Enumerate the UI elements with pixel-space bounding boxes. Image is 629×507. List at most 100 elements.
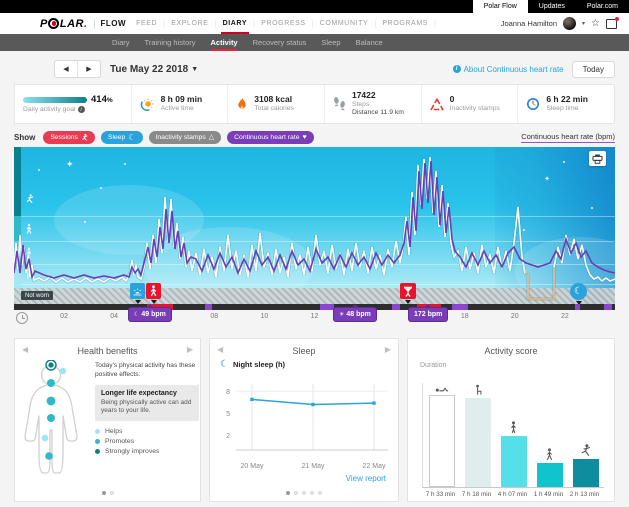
- favorite-star-icon[interactable]: ☆: [591, 17, 600, 29]
- page-dot[interactable]: [318, 491, 322, 495]
- page-dot[interactable]: [302, 491, 306, 495]
- hr-segment: [392, 304, 400, 310]
- activity-score-chart[interactable]: [422, 383, 604, 488]
- score-bar-walking[interactable]: [533, 448, 566, 487]
- page-dot[interactable]: [101, 491, 106, 495]
- tab-polar-flow[interactable]: Polar Flow: [472, 0, 528, 13]
- svg-text:8: 8: [226, 389, 230, 396]
- heart-icon: ♥: [302, 133, 307, 141]
- sun-activity-icon: [140, 98, 154, 111]
- subnav-activity[interactable]: Activity: [210, 34, 238, 51]
- flame-icon: [238, 97, 247, 109]
- tab-polar-com[interactable]: Polar.com: [586, 3, 618, 10]
- svg-text:20 May: 20 May: [241, 463, 264, 470]
- view-report-link[interactable]: View report: [345, 474, 386, 483]
- score-bar-label: 2 h 13 min: [569, 491, 600, 498]
- page-dot[interactable]: [294, 491, 298, 495]
- hr-segment: [205, 304, 212, 310]
- score-bar-running[interactable]: [569, 444, 602, 487]
- divider: |: [374, 19, 377, 28]
- nav-item-programs[interactable]: PROGRAMS: [382, 20, 429, 27]
- divider: [93, 18, 95, 29]
- activity-score-card: Activity score Duration 7 h 33 min 7 h 18…: [407, 338, 615, 502]
- gym-session-badge[interactable]: [400, 283, 416, 299]
- notification-icon[interactable]: [606, 16, 619, 29]
- page-dot[interactable]: [310, 491, 314, 495]
- subnav-balance[interactable]: Balance: [355, 38, 383, 47]
- walking-icon: [546, 448, 553, 461]
- card-next-icon[interactable]: ▶: [384, 345, 391, 354]
- logo-o-icon: [48, 18, 60, 29]
- nav-item-community[interactable]: COMMUNITY: [319, 20, 369, 27]
- svg-text:2: 2: [226, 433, 230, 440]
- standing-icon: [511, 421, 516, 434]
- filter-pill-sessions[interactable]: Sessions: [43, 130, 95, 144]
- score-bar-lying[interactable]: [425, 383, 458, 487]
- sleep-chart[interactable]: 8 5 2 20 May 21 May 22 May: [212, 370, 398, 487]
- logo-text: LAR: [59, 17, 84, 30]
- chevron-down-icon[interactable]: ▼: [191, 65, 199, 73]
- sleep-start-badge[interactable]: ☾: [570, 283, 587, 300]
- prev-day-button[interactable]: ◀: [55, 61, 78, 77]
- date-navigator: ◀ ▶: [54, 60, 101, 78]
- continuous-hr-chart[interactable]: ✦ ✦ Not: [14, 147, 615, 304]
- date-label[interactable]: Tue May 22 2018: [110, 63, 189, 75]
- hr-segment: [452, 304, 468, 310]
- walking-session-badge[interactable]: [146, 283, 161, 299]
- subnav-sleep[interactable]: Sleep: [321, 38, 341, 47]
- weight-training-icon: [404, 286, 412, 297]
- filter-pill-inactivity[interactable]: Inactivity stamps △: [148, 130, 222, 144]
- bpm-marker-night-low[interactable]: ☾ 49 bpm: [128, 304, 172, 322]
- svg-text:5: 5: [226, 411, 230, 418]
- chevron-down-icon[interactable]: ▾: [582, 21, 586, 27]
- subnav-diary[interactable]: Diary: [112, 38, 130, 47]
- bpm-marker-day-low[interactable]: ☀ 48 bpm: [333, 304, 377, 322]
- filter-pill-sleep[interactable]: Sleep ☾: [100, 130, 143, 144]
- today-button[interactable]: Today: [571, 60, 615, 78]
- score-bar-label: 1 h 49 min: [533, 491, 564, 498]
- pagination: [210, 491, 398, 495]
- card-title: Health benefits: [77, 346, 138, 356]
- date-row: ◀ ▶ Tue May 22 2018 ▼ i About Continuous …: [14, 59, 615, 79]
- hour-label: 18: [460, 313, 469, 320]
- hr-axis-link[interactable]: Continuous heart rate (bpm): [521, 131, 615, 143]
- bpm-marker-max[interactable]: 172 bpm: [408, 304, 449, 322]
- stat-inactivity-stamps: 0 Inactivity stamps: [420, 85, 518, 123]
- moon-icon: ☾: [220, 359, 229, 370]
- bar: [428, 395, 455, 487]
- polar-logo[interactable]: P LAR.: [40, 18, 88, 30]
- printer-icon: [592, 154, 603, 164]
- sunrise-session-badge[interactable]: [130, 283, 145, 299]
- nav-item-diary[interactable]: DIARY: [220, 20, 249, 34]
- page-dot[interactable]: [109, 491, 114, 495]
- info-icon[interactable]: i: [77, 106, 85, 114]
- nav-item-progress[interactable]: PROGRESS: [261, 20, 306, 27]
- body-figure: [24, 360, 78, 474]
- card-prev-icon[interactable]: ◀: [217, 345, 224, 354]
- subnav-training-history[interactable]: Training history: [144, 38, 196, 47]
- nav-item-feed[interactable]: FEED: [136, 20, 158, 27]
- moon-icon: ☾: [134, 312, 140, 318]
- card-prev-icon[interactable]: ◀: [22, 345, 29, 354]
- bar: [464, 398, 491, 487]
- about-continuous-hr-link[interactable]: i About Continuous heart rate: [452, 65, 564, 74]
- moon-icon: ☾: [574, 286, 583, 297]
- subnav-recovery-status[interactable]: Recovery status: [252, 38, 307, 47]
- svg-text:21 May: 21 May: [302, 463, 325, 470]
- filter-pill-continuous-hr[interactable]: Continuous heart rate ♥: [227, 130, 314, 144]
- next-day-button[interactable]: ▶: [86, 66, 92, 73]
- clock-icon: [527, 98, 540, 110]
- page-dot[interactable]: [286, 491, 290, 495]
- health-legend: Helps Promotes Strongly improves: [95, 428, 199, 455]
- tab-updates[interactable]: Updates: [538, 3, 565, 10]
- card-next-icon[interactable]: ▶: [186, 345, 193, 354]
- avatar[interactable]: [563, 17, 577, 30]
- divider: |: [163, 19, 166, 28]
- nav-item-explore[interactable]: EXPLORE: [171, 20, 209, 27]
- user-name[interactable]: Joanna Hamilton: [500, 19, 558, 28]
- stat-activity-goal: 414% Daily activity goal i: [23, 93, 113, 114]
- print-button[interactable]: [589, 151, 606, 166]
- score-bar-sitting[interactable]: [461, 384, 494, 487]
- score-bar-standing[interactable]: [497, 421, 530, 487]
